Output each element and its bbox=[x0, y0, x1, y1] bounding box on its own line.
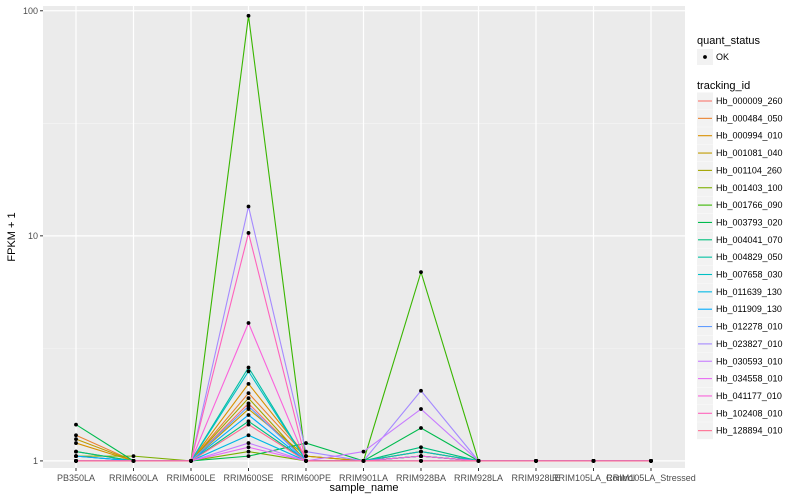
tracking-id-legend: Hb_000009_260 Hb_000484_050 Hb_000994_010 H… bbox=[697, 92, 783, 440]
legend-title-quant-status: quant_status bbox=[697, 35, 760, 47]
legend-label: Hb_000009_260 bbox=[716, 96, 783, 106]
legend: quant_status OK tracking_id Hb_000009_26… bbox=[697, 35, 783, 440]
legend-title-tracking-id: tracking_id bbox=[697, 80, 750, 92]
data-point bbox=[246, 13, 251, 18]
data-point bbox=[74, 449, 78, 454]
x-tick-label: RRIM901LA bbox=[339, 473, 388, 483]
data-point bbox=[476, 459, 481, 463]
data-point bbox=[419, 270, 423, 275]
data-point bbox=[246, 407, 251, 411]
data-point bbox=[246, 445, 251, 450]
y-axis: 1 10 100 bbox=[23, 6, 43, 466]
data-point bbox=[591, 459, 596, 463]
data-point bbox=[246, 396, 251, 401]
legend-label: Hb_003793_020 bbox=[716, 217, 783, 227]
data-point bbox=[246, 454, 251, 459]
x-tick-label: RRIM600PE bbox=[281, 473, 331, 483]
legend-label: Hb_023827_010 bbox=[716, 339, 783, 349]
legend-label: Hb_004041_070 bbox=[716, 235, 783, 245]
legend-label: Hb_012278_010 bbox=[716, 322, 783, 332]
data-point bbox=[246, 413, 251, 417]
data-point bbox=[304, 454, 308, 459]
legend-label: Hb_000484_050 bbox=[716, 113, 783, 123]
data-point bbox=[246, 419, 251, 424]
x-axis: PB350LA RRIM600LA RRIM600LE RRIM600SE RRIM60… bbox=[57, 468, 696, 483]
data-point bbox=[246, 204, 251, 209]
data-point bbox=[304, 441, 308, 445]
data-point bbox=[304, 449, 308, 454]
data-point bbox=[419, 407, 423, 411]
data-point bbox=[419, 388, 423, 393]
x-tick-label: RRIM105LA_Control bbox=[552, 473, 635, 483]
data-point bbox=[419, 426, 423, 430]
data-point bbox=[74, 454, 78, 459]
x-tick-label: RRIM600LE bbox=[166, 473, 215, 483]
legend-label: OK bbox=[716, 52, 729, 62]
x-tick-label: RRIM928LA bbox=[454, 473, 503, 483]
legend-label: Hb_000994_010 bbox=[716, 131, 783, 141]
legend-label: Hb_007658_030 bbox=[716, 270, 783, 280]
data-point bbox=[74, 437, 78, 441]
data-point bbox=[361, 449, 366, 454]
legend-label: Hb_001104_260 bbox=[716, 165, 782, 175]
legend-label: Hb_128894_010 bbox=[716, 426, 783, 436]
data-point bbox=[246, 404, 251, 409]
x-tick-label: RRIM928LE bbox=[511, 473, 560, 483]
legend-label: Hb_011639_130 bbox=[716, 287, 782, 297]
data-point bbox=[649, 459, 653, 463]
data-point bbox=[189, 459, 193, 463]
data-point bbox=[419, 445, 423, 450]
x-tick-label: RRIM105LA_Stressed bbox=[606, 473, 696, 483]
legend-label: Hb_011909_130 bbox=[716, 304, 782, 314]
data-point bbox=[246, 381, 251, 386]
data-point bbox=[246, 401, 251, 406]
y-axis-title: FPKM + 1 bbox=[6, 212, 18, 261]
data-point bbox=[419, 459, 423, 463]
data-point bbox=[419, 449, 423, 454]
legend-label: Hb_030593_010 bbox=[716, 356, 783, 366]
legend-label: Hb_041177_010 bbox=[716, 391, 782, 401]
y-tick-label: 100 bbox=[23, 6, 38, 16]
series-points bbox=[74, 13, 653, 463]
data-point bbox=[246, 449, 251, 454]
quant-status-legend: OK bbox=[697, 49, 729, 65]
x-tick-label: RRIM928BA bbox=[396, 473, 446, 483]
legend-label: Hb_004829_050 bbox=[716, 252, 783, 262]
data-point bbox=[246, 441, 251, 445]
y-tick-label: 1 bbox=[33, 456, 38, 466]
data-point bbox=[74, 459, 78, 463]
data-point bbox=[246, 369, 251, 374]
data-point bbox=[246, 231, 251, 235]
data-point bbox=[246, 433, 251, 438]
legend-label: Hb_034558_010 bbox=[716, 374, 783, 384]
legend-label: Hb_001403_100 bbox=[716, 183, 783, 193]
legend-label: Hb_001081_040 bbox=[716, 148, 783, 158]
x-tick-label: PB350LA bbox=[57, 473, 95, 483]
y-tick-label: 10 bbox=[28, 231, 38, 241]
data-point bbox=[304, 459, 308, 463]
legend-label: Hb_102408_010 bbox=[716, 408, 783, 418]
x-axis-title: sample_name bbox=[329, 482, 398, 494]
legend-label: Hb_001766_090 bbox=[716, 200, 783, 210]
x-tick-label: RRIM600SE bbox=[223, 473, 273, 483]
legend-point-marker bbox=[703, 55, 707, 59]
data-point bbox=[131, 459, 136, 463]
data-point bbox=[534, 459, 538, 463]
data-point bbox=[74, 422, 78, 427]
data-point bbox=[74, 441, 78, 445]
data-point bbox=[246, 365, 251, 370]
data-point bbox=[246, 422, 251, 427]
data-point bbox=[419, 454, 423, 459]
data-point bbox=[74, 433, 78, 438]
data-point bbox=[246, 321, 251, 325]
data-point bbox=[361, 459, 366, 463]
data-point bbox=[131, 454, 136, 459]
x-tick-label: RRIM600LA bbox=[109, 473, 158, 483]
data-point bbox=[246, 391, 251, 396]
